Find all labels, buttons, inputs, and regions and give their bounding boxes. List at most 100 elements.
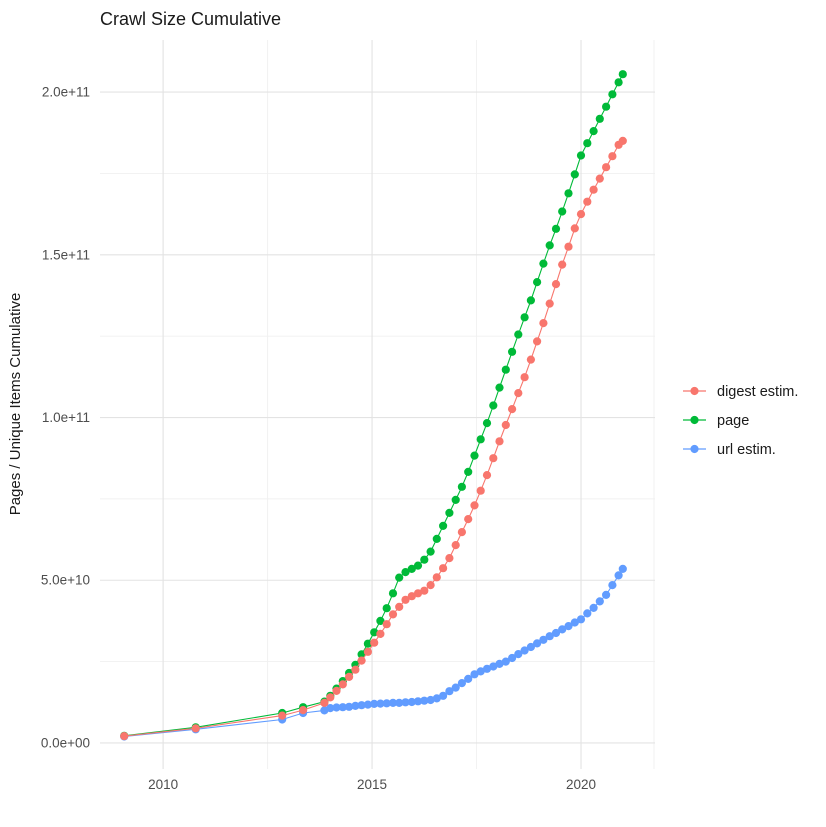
data-point bbox=[376, 629, 385, 639]
legend-label: url estim. bbox=[717, 442, 776, 458]
data-point bbox=[320, 698, 329, 708]
data-point bbox=[551, 280, 561, 289]
data-point bbox=[382, 620, 391, 629]
data-point bbox=[507, 653, 517, 663]
data-point bbox=[533, 639, 542, 648]
data-point bbox=[445, 687, 454, 696]
data-point bbox=[464, 515, 473, 524]
data-point bbox=[558, 625, 567, 634]
data-point bbox=[357, 650, 366, 659]
data-point bbox=[439, 521, 448, 531]
data-point bbox=[363, 639, 372, 648]
data-point bbox=[576, 210, 586, 219]
data-point bbox=[464, 467, 473, 476]
data-point bbox=[351, 701, 360, 711]
series-digest-estim bbox=[120, 136, 627, 741]
data-point bbox=[539, 259, 548, 268]
data-point bbox=[457, 679, 466, 688]
data-point bbox=[432, 694, 441, 703]
data-point bbox=[570, 224, 579, 233]
data-point bbox=[413, 589, 423, 598]
data-point bbox=[545, 241, 554, 250]
data-point bbox=[589, 603, 598, 613]
y-tick-label: 0.0e+00 bbox=[41, 735, 90, 750]
data-point bbox=[457, 482, 466, 491]
data-point bbox=[388, 610, 398, 619]
data-point bbox=[407, 697, 416, 707]
data-series-layer bbox=[120, 70, 627, 741]
data-point bbox=[602, 163, 611, 172]
data-point bbox=[470, 670, 479, 679]
data-point bbox=[388, 698, 398, 708]
data-point bbox=[520, 373, 529, 382]
data-point bbox=[545, 299, 554, 308]
data-point bbox=[426, 547, 435, 556]
data-point bbox=[614, 571, 623, 580]
data-point bbox=[332, 686, 341, 696]
grid-minor-lines bbox=[100, 40, 655, 769]
data-point bbox=[464, 674, 473, 684]
data-point bbox=[445, 508, 454, 517]
data-point bbox=[370, 638, 379, 647]
data-point bbox=[278, 711, 287, 720]
data-point bbox=[420, 696, 429, 705]
data-point bbox=[191, 724, 200, 733]
data-point bbox=[395, 698, 404, 708]
data-point bbox=[451, 683, 460, 692]
data-point bbox=[476, 486, 485, 495]
legend-label: digest estim. bbox=[717, 384, 798, 400]
data-point bbox=[382, 604, 391, 613]
data-point bbox=[570, 170, 579, 179]
data-point bbox=[413, 697, 423, 706]
data-point bbox=[576, 615, 586, 624]
data-point bbox=[501, 365, 510, 374]
legend-key-point bbox=[690, 415, 699, 425]
y-tick-label: 2.0e+11 bbox=[42, 85, 90, 100]
data-point bbox=[514, 389, 523, 398]
data-point bbox=[338, 703, 347, 712]
data-point bbox=[420, 586, 429, 595]
data-point bbox=[514, 330, 523, 339]
data-point bbox=[120, 732, 129, 741]
data-point bbox=[401, 595, 410, 604]
y-axis-title: Pages / Unique Items Cumulative bbox=[7, 293, 24, 516]
data-point bbox=[526, 642, 536, 652]
data-point bbox=[326, 704, 335, 713]
data-point bbox=[614, 78, 623, 87]
data-point bbox=[495, 437, 504, 446]
data-point bbox=[533, 337, 542, 346]
data-point bbox=[382, 699, 391, 708]
data-point bbox=[451, 541, 460, 550]
data-point bbox=[345, 702, 354, 711]
data-point bbox=[426, 581, 435, 590]
y-tick-label: 5.0e+10 bbox=[41, 573, 90, 588]
grid-major-lines bbox=[100, 40, 655, 769]
data-point bbox=[401, 568, 410, 577]
data-point bbox=[501, 657, 510, 666]
data-point bbox=[470, 501, 479, 510]
data-point bbox=[370, 628, 379, 637]
data-point bbox=[539, 635, 548, 644]
data-point bbox=[432, 573, 441, 582]
data-point bbox=[608, 152, 617, 161]
data-point bbox=[589, 185, 598, 194]
data-point bbox=[439, 564, 448, 573]
data-point bbox=[370, 699, 379, 709]
data-point bbox=[507, 405, 517, 414]
data-point bbox=[564, 189, 573, 198]
data-point bbox=[395, 573, 404, 582]
series-url-estim bbox=[120, 564, 627, 741]
x-axis-tick-labels: 2010 2015 2020 bbox=[148, 777, 596, 792]
data-point bbox=[595, 597, 604, 606]
x-tick-label: 2015 bbox=[357, 777, 387, 792]
data-point bbox=[482, 419, 492, 428]
data-point bbox=[376, 616, 385, 626]
data-point bbox=[608, 581, 617, 590]
data-point bbox=[558, 207, 567, 216]
data-point bbox=[618, 70, 627, 79]
data-point bbox=[457, 528, 466, 537]
data-point bbox=[351, 665, 360, 674]
data-point bbox=[564, 622, 573, 631]
